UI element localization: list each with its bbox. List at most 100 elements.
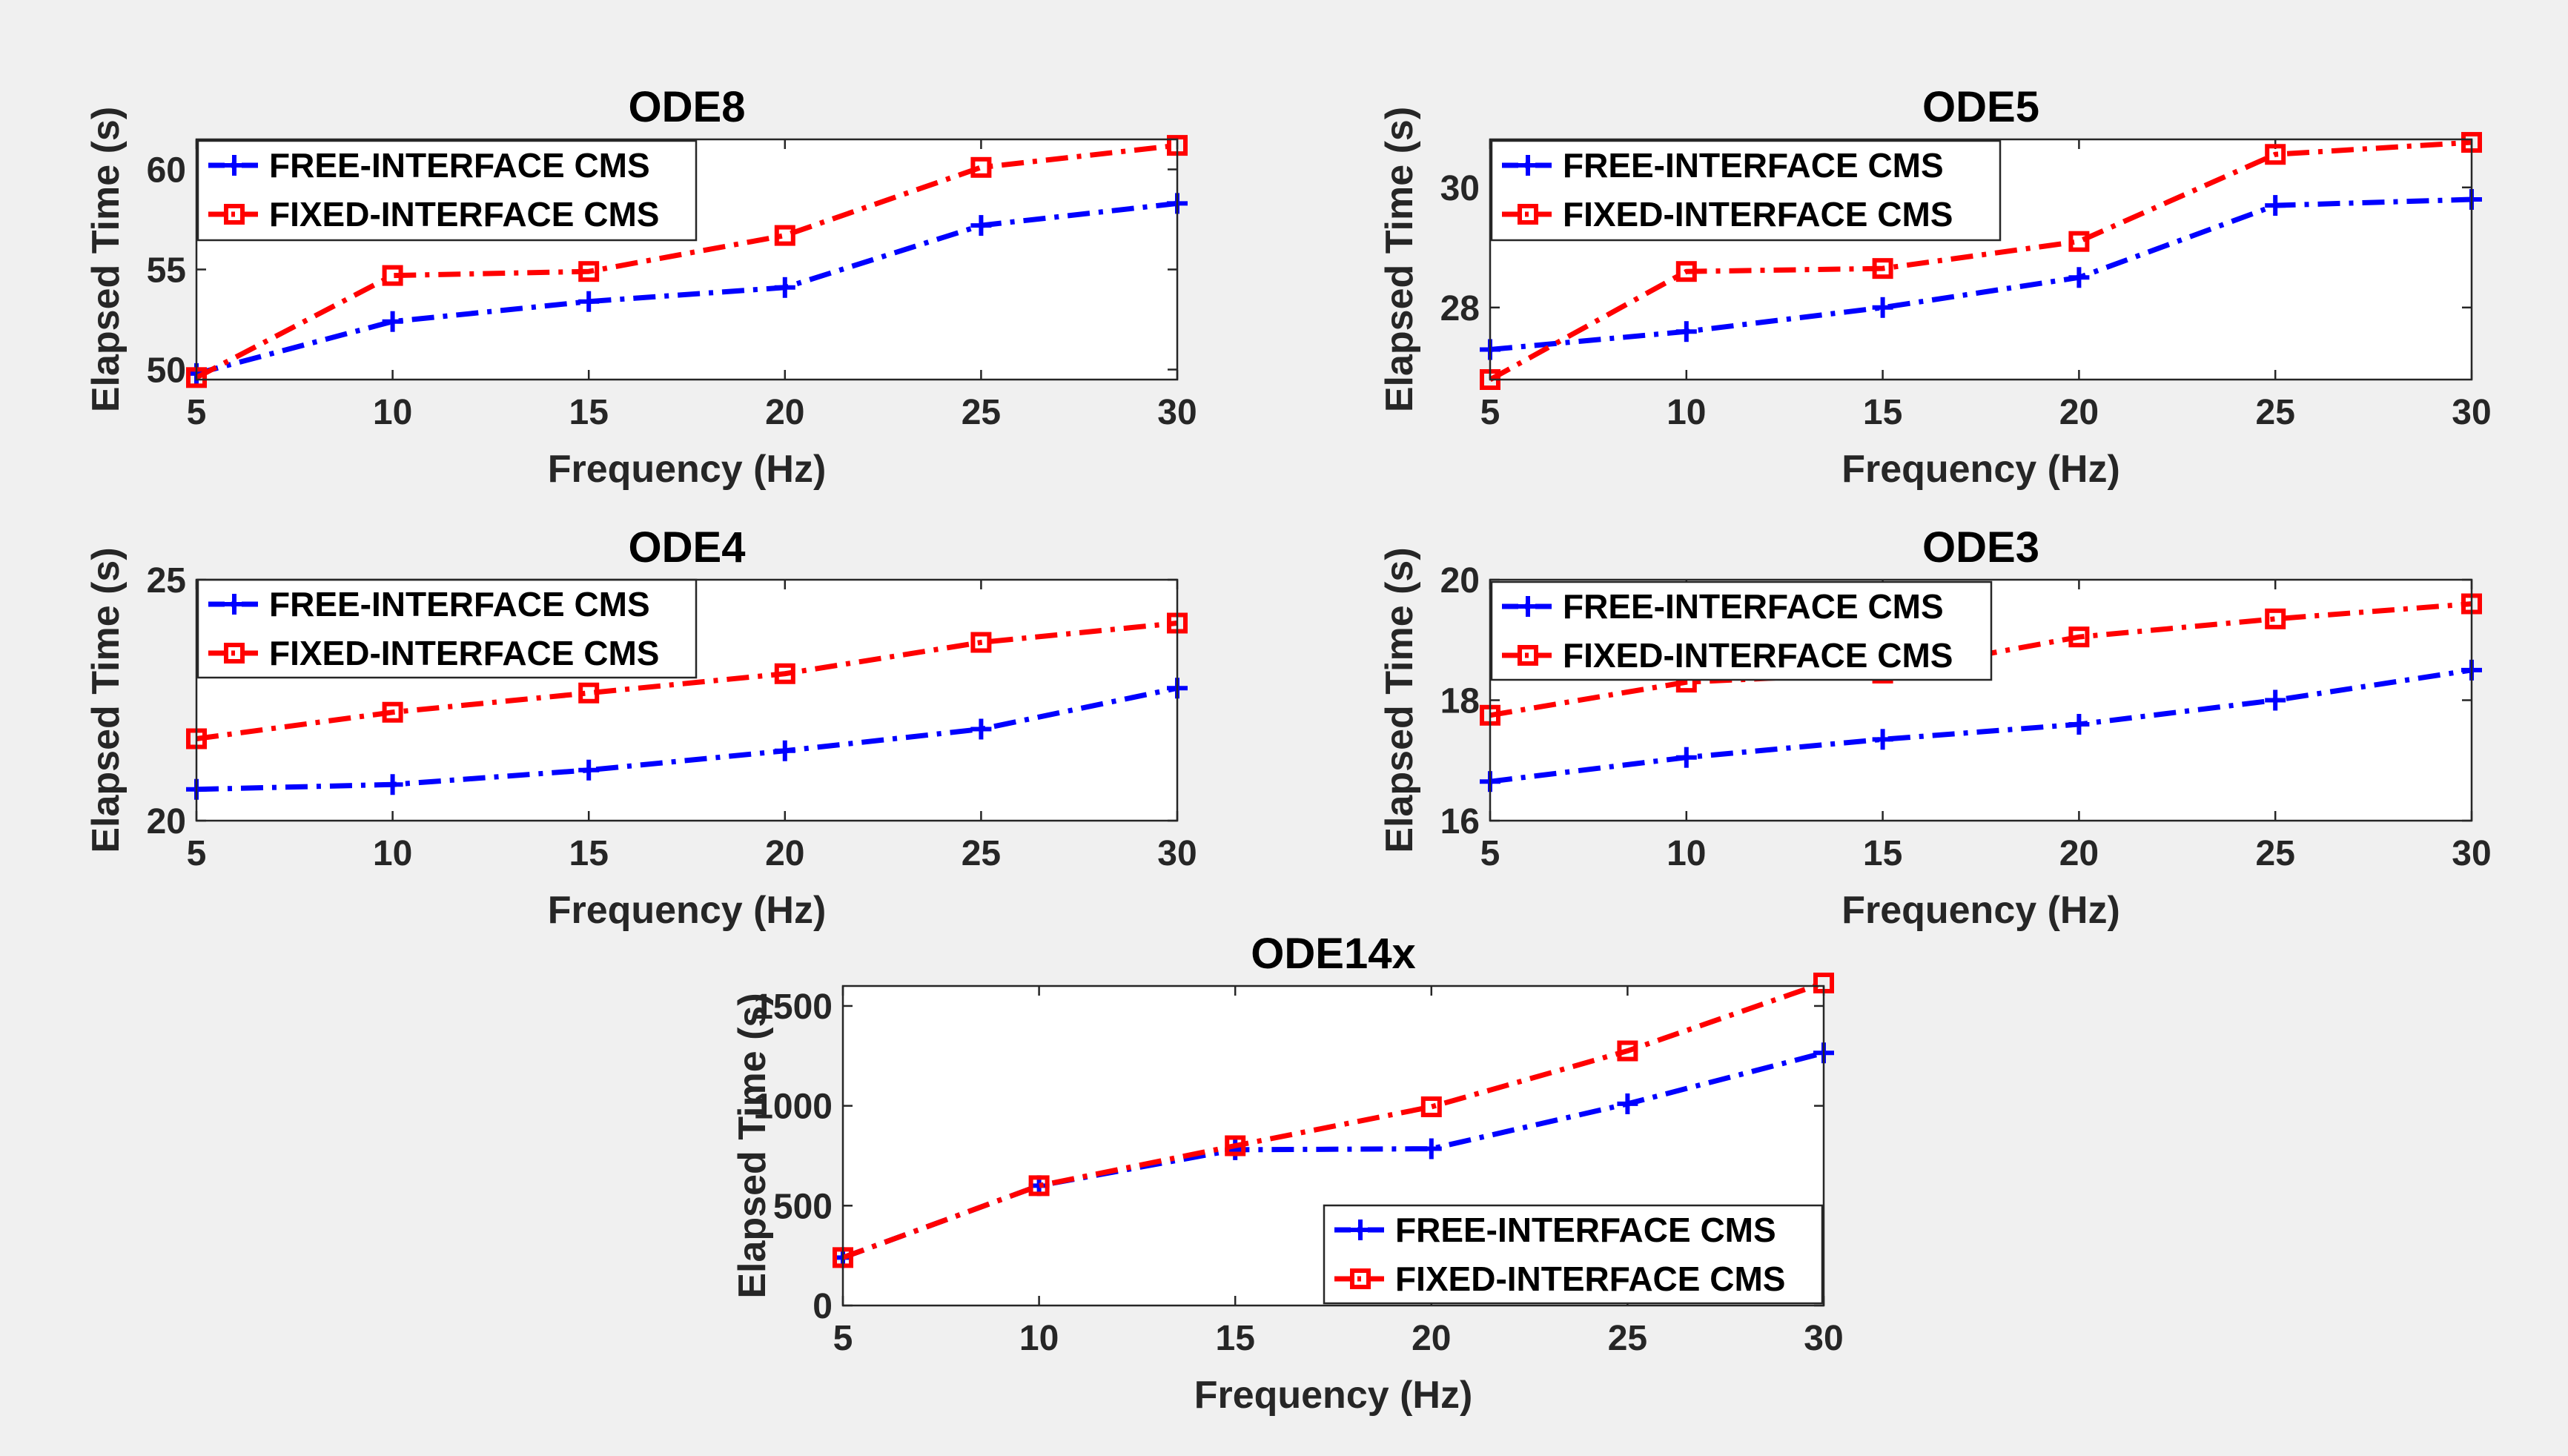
chart-ode8: ODE8 5 10 15 20 25 30 50 55 60 Frequency (Hz) Elaps… bbox=[85, 83, 1197, 491]
data-point bbox=[382, 265, 403, 286]
data-point bbox=[2068, 231, 2090, 252]
data-point bbox=[970, 215, 992, 236]
chart-ode14x: ODE14x 5 10 15 20 25 30 0 500 1000 1500 Frequency (… bbox=[731, 930, 1844, 1417]
x-tick-label: 10 bbox=[1019, 1319, 1059, 1358]
x-tick-label: 20 bbox=[765, 393, 804, 432]
legend-label: FIXED-INTERFACE CMS bbox=[1563, 195, 1953, 234]
series-line bbox=[841, 980, 1825, 1260]
series-fixed-interface bbox=[186, 135, 1188, 388]
series-line bbox=[196, 200, 1178, 377]
y-tick-label: 0 bbox=[813, 1287, 833, 1326]
data-point bbox=[1872, 297, 1893, 318]
x-tick-label: 25 bbox=[1608, 1319, 1647, 1358]
x-tick-label: 25 bbox=[962, 393, 1001, 432]
x-tick-label: 30 bbox=[1157, 393, 1197, 432]
y-tick-label: 18 bbox=[1440, 682, 1480, 721]
legend-label: FIXED-INTERFACE CMS bbox=[1563, 636, 1953, 675]
chart-title: ODE8 bbox=[629, 83, 746, 131]
chart-ode5: ODE5 5 10 15 20 25 30 28 30 Frequency (Hz) Elapsed… bbox=[1378, 83, 2492, 491]
data-point bbox=[578, 261, 600, 282]
data-point bbox=[382, 774, 403, 795]
data-point bbox=[382, 701, 403, 723]
data-point bbox=[1675, 261, 1697, 282]
y-axis-label: Elapsed Time (s) bbox=[731, 993, 774, 1298]
x-tick-label: 15 bbox=[569, 834, 609, 873]
y-tick-label: 20 bbox=[1440, 561, 1480, 600]
x-tick-label: 5 bbox=[187, 834, 207, 873]
axes-frame bbox=[195, 578, 1179, 822]
series-line bbox=[1489, 196, 2472, 352]
x-axis-label: Frequency (Hz) bbox=[548, 889, 827, 932]
x-axis-label: Frequency (Hz) bbox=[548, 448, 827, 491]
x-tick-label: 15 bbox=[569, 393, 609, 432]
data-point bbox=[2068, 626, 2090, 648]
y-tick-label: 28 bbox=[1440, 289, 1480, 328]
series-line bbox=[1489, 667, 2472, 784]
series-fixed-interface bbox=[833, 972, 1834, 1268]
x-tick-label: 30 bbox=[1804, 1319, 1843, 1358]
chart-title: ODE4 bbox=[629, 523, 746, 572]
chart-title: ODE14x bbox=[1251, 930, 1415, 978]
x-tick-label: 10 bbox=[1667, 834, 1706, 873]
data-point bbox=[578, 291, 600, 312]
data-point bbox=[970, 156, 992, 178]
data-point bbox=[1675, 321, 1697, 343]
x-tick-label: 20 bbox=[2059, 393, 2099, 432]
y-axis-label: Elapsed Time (s) bbox=[1378, 107, 1421, 412]
y-tick-label: 16 bbox=[1440, 802, 1480, 841]
legend-entry: FIXED-INTERFACE CMS bbox=[1334, 1260, 1785, 1298]
x-tick-label: 5 bbox=[187, 393, 207, 432]
legend-entry: FIXED-INTERFACE CMS bbox=[208, 195, 659, 234]
legend: FREE-INTERFACE CMS FIXED-INTERFACE CMS bbox=[196, 578, 698, 679]
y-tick-label: 1500 bbox=[753, 987, 833, 1027]
axes-frame bbox=[841, 985, 1825, 1307]
x-tick-label: 25 bbox=[962, 834, 1001, 873]
x-axis-label: Frequency (Hz) bbox=[1841, 889, 2120, 932]
data-point bbox=[2265, 689, 2286, 711]
y-tick-label: 500 bbox=[773, 1187, 833, 1226]
data-point bbox=[970, 718, 992, 740]
x-tick-label: 5 bbox=[833, 1319, 853, 1358]
data-point bbox=[774, 277, 795, 298]
data-point bbox=[2265, 195, 2286, 216]
legend-box bbox=[196, 578, 698, 679]
data-point bbox=[1872, 258, 1893, 279]
x-tick-label: 15 bbox=[1863, 393, 1902, 432]
y-tick-label: 55 bbox=[147, 251, 186, 291]
x-tick-label: 5 bbox=[1480, 393, 1500, 432]
data-point bbox=[2265, 608, 2286, 629]
y-axis-label: Elapsed Time (s) bbox=[1378, 547, 1421, 853]
axes-frame bbox=[1489, 578, 2473, 822]
x-tick-label: 10 bbox=[373, 393, 412, 432]
x-tick-label: 15 bbox=[1863, 834, 1902, 873]
data-point bbox=[1225, 1135, 1246, 1156]
legend-label: FREE-INTERFACE CMS bbox=[269, 146, 650, 185]
data-point bbox=[1617, 1040, 1638, 1062]
legend-label: FREE-INTERFACE CMS bbox=[1563, 146, 1944, 185]
series-free-interface bbox=[186, 678, 1188, 800]
chart-title: ODE5 bbox=[1922, 83, 2039, 131]
legend-entry: FREE-INTERFACE CMS bbox=[208, 585, 650, 623]
x-tick-label: 25 bbox=[2256, 393, 2295, 432]
data-point bbox=[382, 311, 403, 332]
data-point bbox=[578, 759, 600, 781]
legend-label: FIXED-INTERFACE CMS bbox=[269, 195, 659, 234]
legend-label: FIXED-INTERFACE CMS bbox=[269, 634, 659, 672]
legend: FREE-INTERFACE CMS FIXED-INTERFACE CMS bbox=[1323, 1204, 1824, 1305]
y-tick-label: 30 bbox=[1440, 169, 1480, 208]
x-tick-label: 30 bbox=[2452, 834, 2491, 873]
legend: FREE-INTERFACE CMS FIXED-INTERFACE CMS bbox=[1490, 139, 2002, 242]
y-tick-label: 60 bbox=[147, 151, 186, 191]
legend-box bbox=[1490, 139, 2002, 242]
series-line bbox=[1489, 139, 2472, 383]
legend-entry: FIXED-INTERFACE CMS bbox=[208, 634, 659, 672]
legend-box bbox=[1323, 1204, 1824, 1305]
legend-entry: FIXED-INTERFACE CMS bbox=[1502, 195, 1953, 234]
legend-label: FIXED-INTERFACE CMS bbox=[1395, 1260, 1785, 1298]
data-point bbox=[1420, 1096, 1442, 1117]
legend-entry: FREE-INTERFACE CMS bbox=[1502, 587, 1944, 626]
series-line bbox=[196, 685, 1178, 792]
x-tick-label: 30 bbox=[2452, 393, 2491, 432]
legend-box bbox=[196, 139, 698, 242]
